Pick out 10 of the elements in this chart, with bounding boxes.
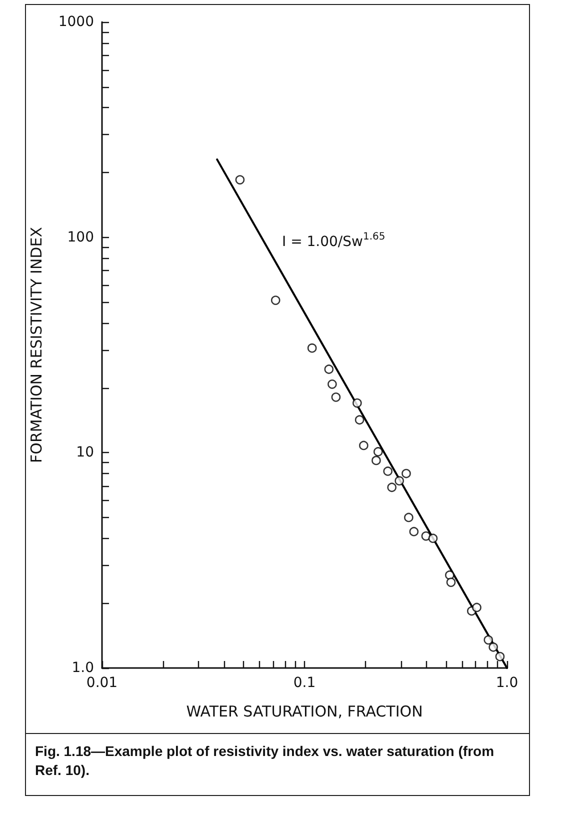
x-tick-label: 1.0	[496, 675, 518, 691]
y-tick-label: 1000	[58, 14, 94, 30]
y-tick-label: 10	[76, 444, 94, 461]
x-tick-label: 0.01	[86, 675, 118, 691]
x-tick-label: 0.1	[293, 675, 316, 691]
y-tick-label: 100	[67, 229, 94, 246]
x-axis-title: WATER SATURATION, FRACTION	[186, 702, 423, 720]
caption: Fig. 1.18—Example plot of resistivity index vs. water saturation (from Ref. 10).	[25, 733, 530, 796]
y-tick-label: 1.0	[72, 660, 94, 676]
y-axis-title: FORMATION RESISTIVITY INDEX	[28, 227, 46, 463]
